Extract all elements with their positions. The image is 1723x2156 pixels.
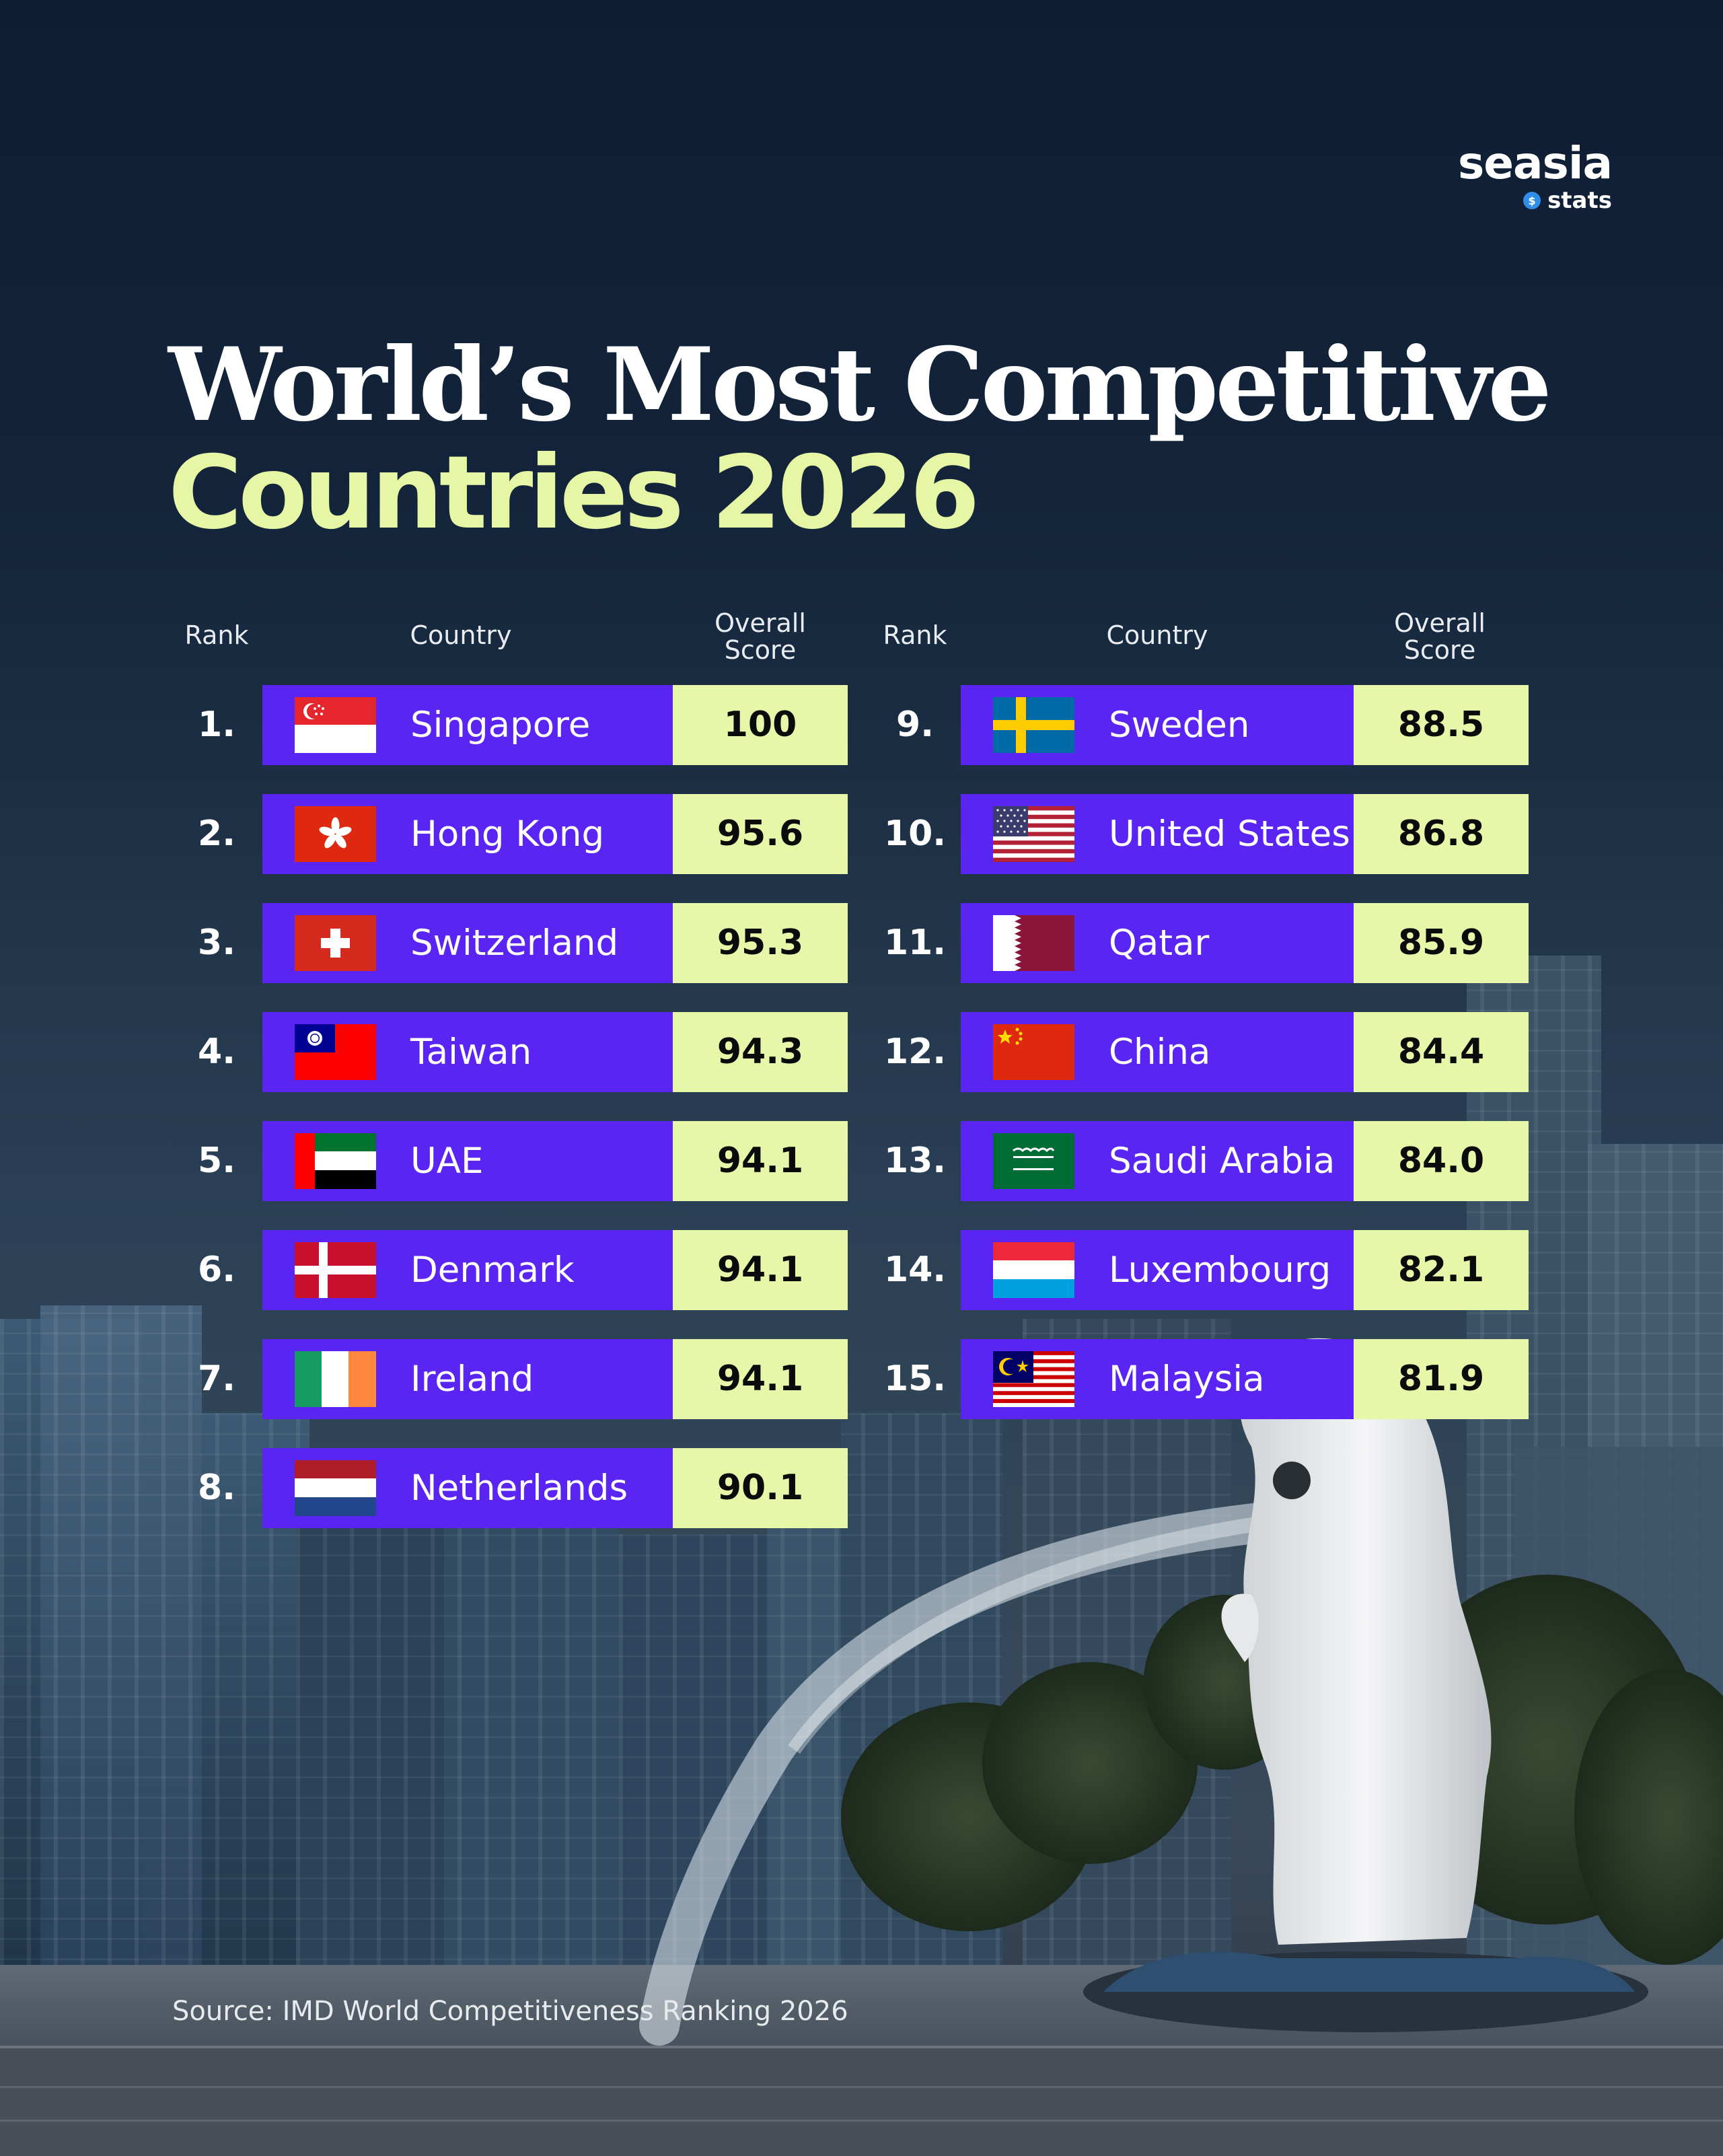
qatar-flag-icon — [993, 915, 1074, 971]
brand-logo: seasia $ stats — [1457, 137, 1613, 215]
country-bar: Malaysia — [961, 1339, 1354, 1419]
rank-label: 9. — [896, 705, 934, 745]
score-value: 85.9 — [1354, 903, 1529, 983]
rank-label: 14. — [883, 1250, 947, 1290]
score-value: 90.1 — [673, 1448, 848, 1528]
country-name: United States — [1109, 814, 1350, 855]
ireland-flag-icon — [295, 1351, 376, 1407]
united-states-flag-icon — [993, 806, 1074, 862]
country-bar: Netherlands — [262, 1448, 673, 1528]
score-header-line1: Overall — [1394, 608, 1486, 638]
score-value: 94.1 — [673, 1339, 848, 1419]
country-name: Denmark — [410, 1250, 575, 1291]
score-header-line2: Score — [724, 635, 797, 665]
score-value: 94.3 — [673, 1012, 848, 1092]
country-bar: Ireland — [262, 1339, 673, 1419]
left-header-country: Country — [410, 620, 512, 650]
score-value: 95.3 — [673, 903, 848, 983]
country-name: Singapore — [410, 705, 591, 746]
country-bar: United States — [961, 794, 1354, 874]
score-value: 82.1 — [1354, 1230, 1529, 1310]
score-value: 94.1 — [673, 1230, 848, 1310]
country-bar: China — [961, 1012, 1354, 1092]
country-name: Hong Kong — [410, 814, 605, 855]
country-name: Netherlands — [410, 1468, 628, 1509]
country-bar: Qatar — [961, 903, 1354, 983]
country-bar: Denmark — [262, 1230, 673, 1310]
country-bar: Singapore — [262, 685, 673, 765]
country-bar: Saudi Arabia — [961, 1121, 1354, 1201]
rank-label: 3. — [198, 923, 235, 963]
rank-label: 6. — [198, 1250, 235, 1290]
taiwan-flag-icon — [295, 1024, 376, 1080]
country-name: Luxembourg — [1109, 1250, 1331, 1291]
left-header-rank: Rank — [184, 620, 249, 650]
score-value: 95.6 — [673, 794, 848, 874]
country-bar: Taiwan — [262, 1012, 673, 1092]
country-name: Switzerland — [410, 923, 619, 964]
score-header-line1: Overall — [714, 608, 806, 638]
hong-kong-flag-icon — [295, 806, 376, 862]
right-header-country: Country — [1106, 620, 1208, 650]
right-header-rank: Rank — [883, 620, 947, 650]
sweden-flag-icon — [993, 697, 1074, 753]
country-name: UAE — [410, 1141, 484, 1182]
rank-label: 15. — [883, 1359, 947, 1399]
country-name: Saudi Arabia — [1109, 1141, 1335, 1182]
country-name: Taiwan — [410, 1032, 532, 1073]
brand-sub-label: stats — [1547, 187, 1612, 214]
china-flag-icon — [993, 1024, 1074, 1080]
country-name: Ireland — [410, 1359, 534, 1400]
score-value: 86.8 — [1354, 794, 1529, 874]
country-name: Sweden — [1109, 705, 1250, 746]
page-title: World’s Most Competitive Countries 2026 — [168, 326, 1552, 552]
malaysia-flag-icon — [993, 1351, 1074, 1407]
rank-label: 11. — [883, 923, 947, 963]
brand-sub: $ stats — [1458, 187, 1612, 214]
score-value: 100 — [673, 685, 848, 765]
rank-label: 13. — [883, 1141, 947, 1181]
score-value: 88.5 — [1354, 685, 1529, 765]
rank-label: 2. — [198, 814, 235, 854]
source-note: Source: IMD World Competitiveness Rankin… — [172, 1996, 848, 2027]
brand-name: seasia — [1457, 137, 1613, 189]
uae-flag-icon — [295, 1133, 376, 1189]
country-bar: Sweden — [961, 685, 1354, 765]
country-name: Malaysia — [1109, 1359, 1265, 1400]
rank-label: 7. — [198, 1359, 235, 1399]
rank-label: 4. — [198, 1032, 235, 1072]
title-line-1: World’s Most Competitive — [168, 326, 1552, 444]
country-bar: Hong Kong — [262, 794, 673, 874]
luxembourg-flag-icon — [993, 1242, 1074, 1298]
saudi-arabia-flag-icon — [993, 1133, 1074, 1189]
rank-label: 10. — [883, 814, 947, 854]
score-value: 94.1 — [673, 1121, 848, 1201]
country-name: China — [1109, 1032, 1211, 1073]
singapore-flag-icon — [295, 697, 376, 753]
netherlands-flag-icon — [295, 1460, 376, 1516]
rank-label: 12. — [883, 1032, 947, 1072]
dollar-coin-icon: $ — [1523, 192, 1541, 209]
rank-label: 5. — [198, 1141, 235, 1181]
country-bar: UAE — [262, 1121, 673, 1201]
left-header-score: Overall Score — [673, 610, 848, 664]
switzerland-flag-icon — [295, 915, 376, 971]
country-bar: Switzerland — [262, 903, 673, 983]
denmark-flag-icon — [295, 1242, 376, 1298]
rank-label: 8. — [198, 1468, 235, 1508]
score-value: 84.4 — [1354, 1012, 1529, 1092]
country-name: Qatar — [1109, 923, 1210, 964]
right-header-score: Overall Score — [1352, 610, 1527, 664]
score-value: 84.0 — [1354, 1121, 1529, 1201]
title-line-2: Countries 2026 — [168, 435, 980, 552]
country-bar: Luxembourg — [961, 1230, 1354, 1310]
score-value: 81.9 — [1354, 1339, 1529, 1419]
rank-label: 1. — [198, 705, 235, 745]
score-header-line2: Score — [1403, 635, 1476, 665]
